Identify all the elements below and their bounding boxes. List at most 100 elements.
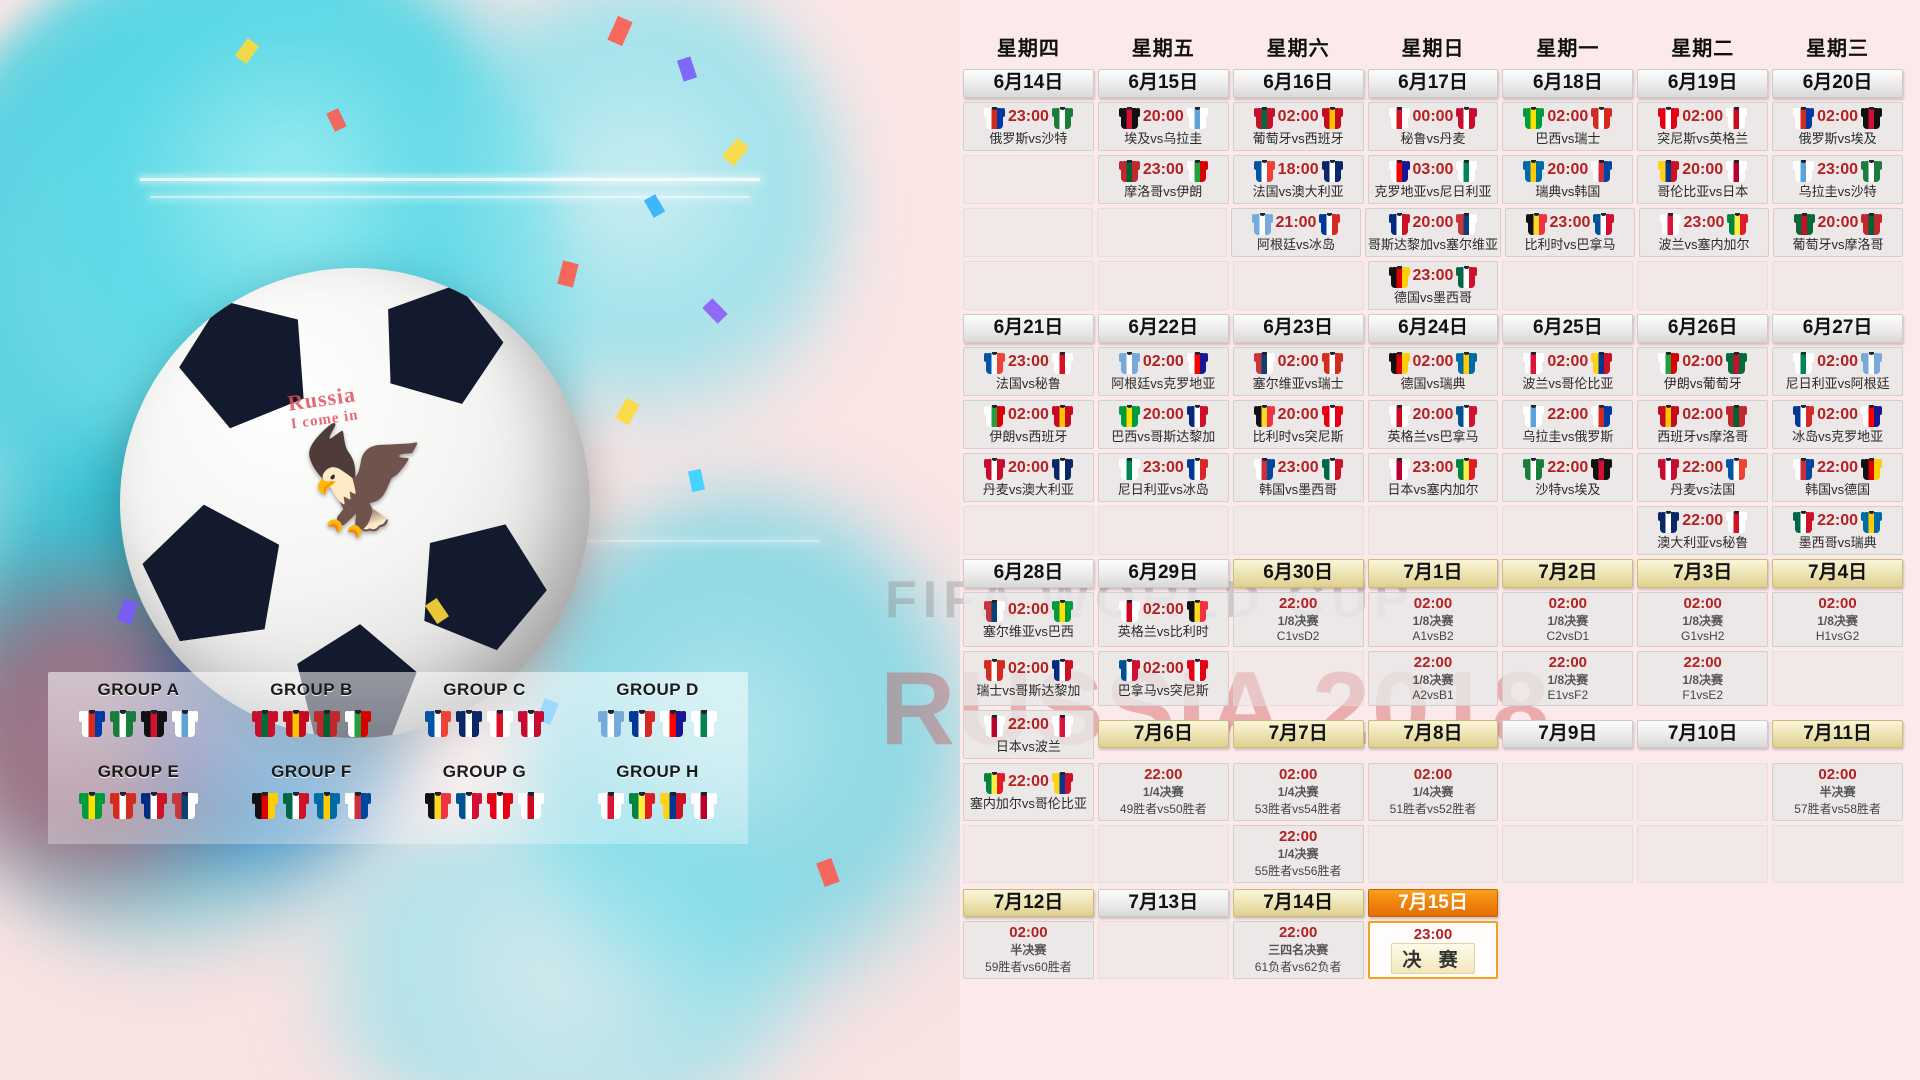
date-cell[interactable]: 7月9日 [1502, 719, 1634, 749]
match-card[interactable]: 02:00 1/4决赛 53胜者vs54胜者 [1232, 762, 1364, 821]
match-card[interactable]: 22:00 日本vs波兰 [963, 709, 1094, 759]
match-card[interactable]: 22:00 韩国vs德国 [1772, 452, 1903, 502]
date-cell[interactable]: 7月15日 [1367, 888, 1499, 918]
date-cell[interactable]: 6月17日 [1367, 69, 1499, 98]
match-card[interactable]: 00:00 秘鲁vs丹麦 [1367, 101, 1499, 151]
match-card[interactable]: 20:00 葡萄牙vs摩洛哥 [1773, 207, 1903, 257]
match-card[interactable]: 22:00 澳大利亚vs秘鲁 [1637, 505, 1769, 555]
match-card[interactable]: 02:00 半决赛 59胜者vs60胜者 [963, 921, 1094, 980]
match-time: 02:00 [1278, 765, 1318, 783]
team-jersey-icon [1456, 403, 1478, 427]
match-card[interactable]: 02:00 西班牙vs摩洛哥 [1637, 399, 1769, 449]
match-card[interactable]: 22:00 三四名决赛 61负者vs62负者 [1232, 921, 1364, 980]
date-cell[interactable]: 6月18日 [1502, 69, 1634, 98]
date-cell[interactable]: 7月2日 [1502, 558, 1634, 588]
match-card[interactable]: 22:00 乌拉圭vs俄罗斯 [1502, 399, 1634, 449]
match-card[interactable]: 02:00 巴拿马vs突尼斯 [1097, 650, 1229, 706]
match-card[interactable]: 02:00 阿根廷vs克罗地亚 [1097, 346, 1229, 396]
date-cell[interactable]: 7月3日 [1637, 558, 1769, 588]
match-card[interactable]: 22:00 1/8决赛 C1vsD2 [1232, 591, 1364, 647]
date-cell[interactable]: 6月14日 [963, 69, 1094, 98]
match-card[interactable]: 02:00 巴西vs瑞士 [1502, 101, 1634, 151]
match-card[interactable]: 02:00 突尼斯vs英格兰 [1637, 101, 1769, 151]
match-header: 20:00 [1368, 211, 1498, 235]
match-card[interactable]: 23:00 韩国vs墨西哥 [1232, 452, 1364, 502]
date-cell[interactable]: 6月29日 [1097, 558, 1229, 588]
match-card[interactable]: 02:00 1/8决赛 G1vsH2 [1637, 591, 1769, 647]
date-cell[interactable]: 7月4日 [1772, 558, 1903, 588]
date-cell[interactable]: 6月19日 [1637, 69, 1769, 98]
date-cell[interactable]: 7月7日 [1232, 719, 1364, 749]
match-header: 02:00 [1101, 350, 1226, 374]
match-card[interactable]: 23:00 法国vs秘鲁 [963, 346, 1094, 396]
match-card[interactable]: 02:00 瑞士vs哥斯达黎加 [963, 650, 1094, 706]
date-cell[interactable]: 6月20日 [1772, 69, 1903, 98]
date-cell[interactable]: 6月16日 [1232, 69, 1364, 98]
date-cell[interactable]: 7月8日 [1367, 719, 1499, 749]
match-card[interactable]: 02:00 1/8决赛 A1vsB2 [1367, 591, 1499, 647]
date-cell[interactable]: 6月25日 [1502, 313, 1634, 343]
match-card[interactable]: 02:00 波兰vs哥伦比亚 [1502, 346, 1634, 396]
date-cell[interactable]: 7月12日 [963, 888, 1094, 918]
match-card[interactable]: 23:00 德国vs墨西哥 [1367, 260, 1499, 310]
match-card[interactable]: 22:00 1/8决赛 F1vsE2 [1637, 650, 1769, 706]
match-card[interactable]: 23:00 日本vs塞内加尔 [1367, 452, 1499, 502]
date-cell[interactable]: 6月26日 [1637, 313, 1769, 343]
date-cell[interactable]: 6月24日 [1367, 313, 1499, 343]
match-card[interactable]: 20:00 英格兰vs巴拿马 [1367, 399, 1499, 449]
match-card[interactable]: 02:00 伊朗vs西班牙 [963, 399, 1094, 449]
match-card[interactable]: 02:00 冰岛vs克罗地亚 [1772, 399, 1903, 449]
match-card[interactable]: 20:00 巴西vs哥斯达黎加 [1097, 399, 1229, 449]
match-card[interactable]: 02:00 德国vs瑞典 [1367, 346, 1499, 396]
date-cell[interactable]: 6月23日 [1232, 313, 1364, 343]
match-card[interactable]: 21:00 阿根廷vs冰岛 [1230, 207, 1361, 257]
match-card[interactable]: 22:00 丹麦vs法国 [1637, 452, 1769, 502]
date-cell[interactable]: 7月11日 [1772, 719, 1903, 749]
match-card[interactable]: 20:00 瑞典vs韩国 [1502, 154, 1634, 204]
match-card[interactable]: 22:00 墨西哥vs瑞典 [1772, 505, 1903, 555]
date-cell[interactable]: 6月15日 [1097, 69, 1229, 98]
match-card[interactable]: 23:00 乌拉圭vs沙特 [1772, 154, 1903, 204]
match-card[interactable]: 23:00 摩洛哥vs伊朗 [1097, 154, 1229, 204]
match-card[interactable]: 23:00 尼日利亚vs冰岛 [1097, 452, 1229, 502]
match-card[interactable]: 02:00 半决赛 57胜者vs58胜者 [1772, 762, 1903, 821]
match-card[interactable]: 02:00 俄罗斯vs埃及 [1772, 101, 1903, 151]
match-card[interactable]: 23:00 比利时vs巴拿马 [1505, 207, 1635, 257]
match-card[interactable]: 22:00 1/8决赛 A2vsB1 [1367, 650, 1499, 706]
match-card[interactable]: 02:00 1/4决赛 51胜者vs52胜者 [1367, 762, 1499, 821]
match-card[interactable]: 03:00 克罗地亚vs尼日利亚 [1367, 154, 1499, 204]
match-card[interactable]: 02:00 伊朗vs葡萄牙 [1637, 346, 1769, 396]
date-cell[interactable]: 6月21日 [963, 313, 1094, 343]
date-cell[interactable]: 7月10日 [1637, 719, 1769, 749]
match-card[interactable]: 20:00 哥斯达黎加vs塞尔维亚 [1364, 207, 1501, 257]
match-card[interactable]: 22:00 1/4决赛 55胜者vs56胜者 [1232, 824, 1364, 883]
match-card[interactable]: 02:00 1/8决赛 C2vsD1 [1502, 591, 1634, 647]
match-card[interactable]: 23:00 波兰vs塞内加尔 [1639, 207, 1769, 257]
date-cell[interactable]: 7月13日 [1097, 888, 1229, 918]
match-card[interactable]: 20:00 比利时vs突尼斯 [1232, 399, 1364, 449]
date-cell[interactable]: 6月28日 [963, 558, 1094, 588]
match-card[interactable]: 22:00 沙特vs埃及 [1502, 452, 1634, 502]
match-card[interactable]: 22:00 1/8决赛 E1vsF2 [1502, 650, 1634, 706]
match-card[interactable]: 02:00 塞尔维亚vs巴西 [963, 591, 1094, 647]
empty-slot [1772, 824, 1903, 883]
match-card[interactable]: 02:00 尼日利亚vs阿根廷 [1772, 346, 1903, 396]
match-card[interactable]: 18:00 法国vs澳大利亚 [1232, 154, 1364, 204]
match-card[interactable]: 02:00 1/8决赛 H1vsG2 [1772, 591, 1903, 647]
date-cell[interactable]: 7月14日 [1232, 888, 1364, 918]
match-card[interactable]: 20:00 哥伦比亚vs日本 [1637, 154, 1769, 204]
date-cell[interactable]: 7月6日 [1097, 719, 1229, 749]
match-card[interactable]: 20:00 丹麦vs澳大利亚 [963, 452, 1094, 502]
match-card[interactable]: 23:00 决 赛 [1367, 921, 1499, 980]
match-card[interactable]: 22:00 1/4决赛 49胜者vs50胜者 [1097, 762, 1229, 821]
match-card[interactable]: 02:00 塞尔维亚vs瑞士 [1232, 346, 1364, 396]
match-card[interactable]: 02:00 英格兰vs比利时 [1097, 591, 1229, 647]
date-cell[interactable]: 6月30日 [1232, 558, 1364, 588]
date-cell[interactable]: 6月27日 [1772, 313, 1903, 343]
date-cell[interactable]: 6月22日 [1097, 313, 1229, 343]
date-cell[interactable]: 7月1日 [1367, 558, 1499, 588]
match-card[interactable]: 22:00 塞内加尔vs哥伦比亚 [963, 762, 1094, 821]
match-card[interactable]: 23:00 俄罗斯vs沙特 [963, 101, 1094, 151]
match-card[interactable]: 20:00 埃及vs乌拉圭 [1097, 101, 1229, 151]
match-card[interactable]: 02:00 葡萄牙vs西班牙 [1232, 101, 1364, 151]
